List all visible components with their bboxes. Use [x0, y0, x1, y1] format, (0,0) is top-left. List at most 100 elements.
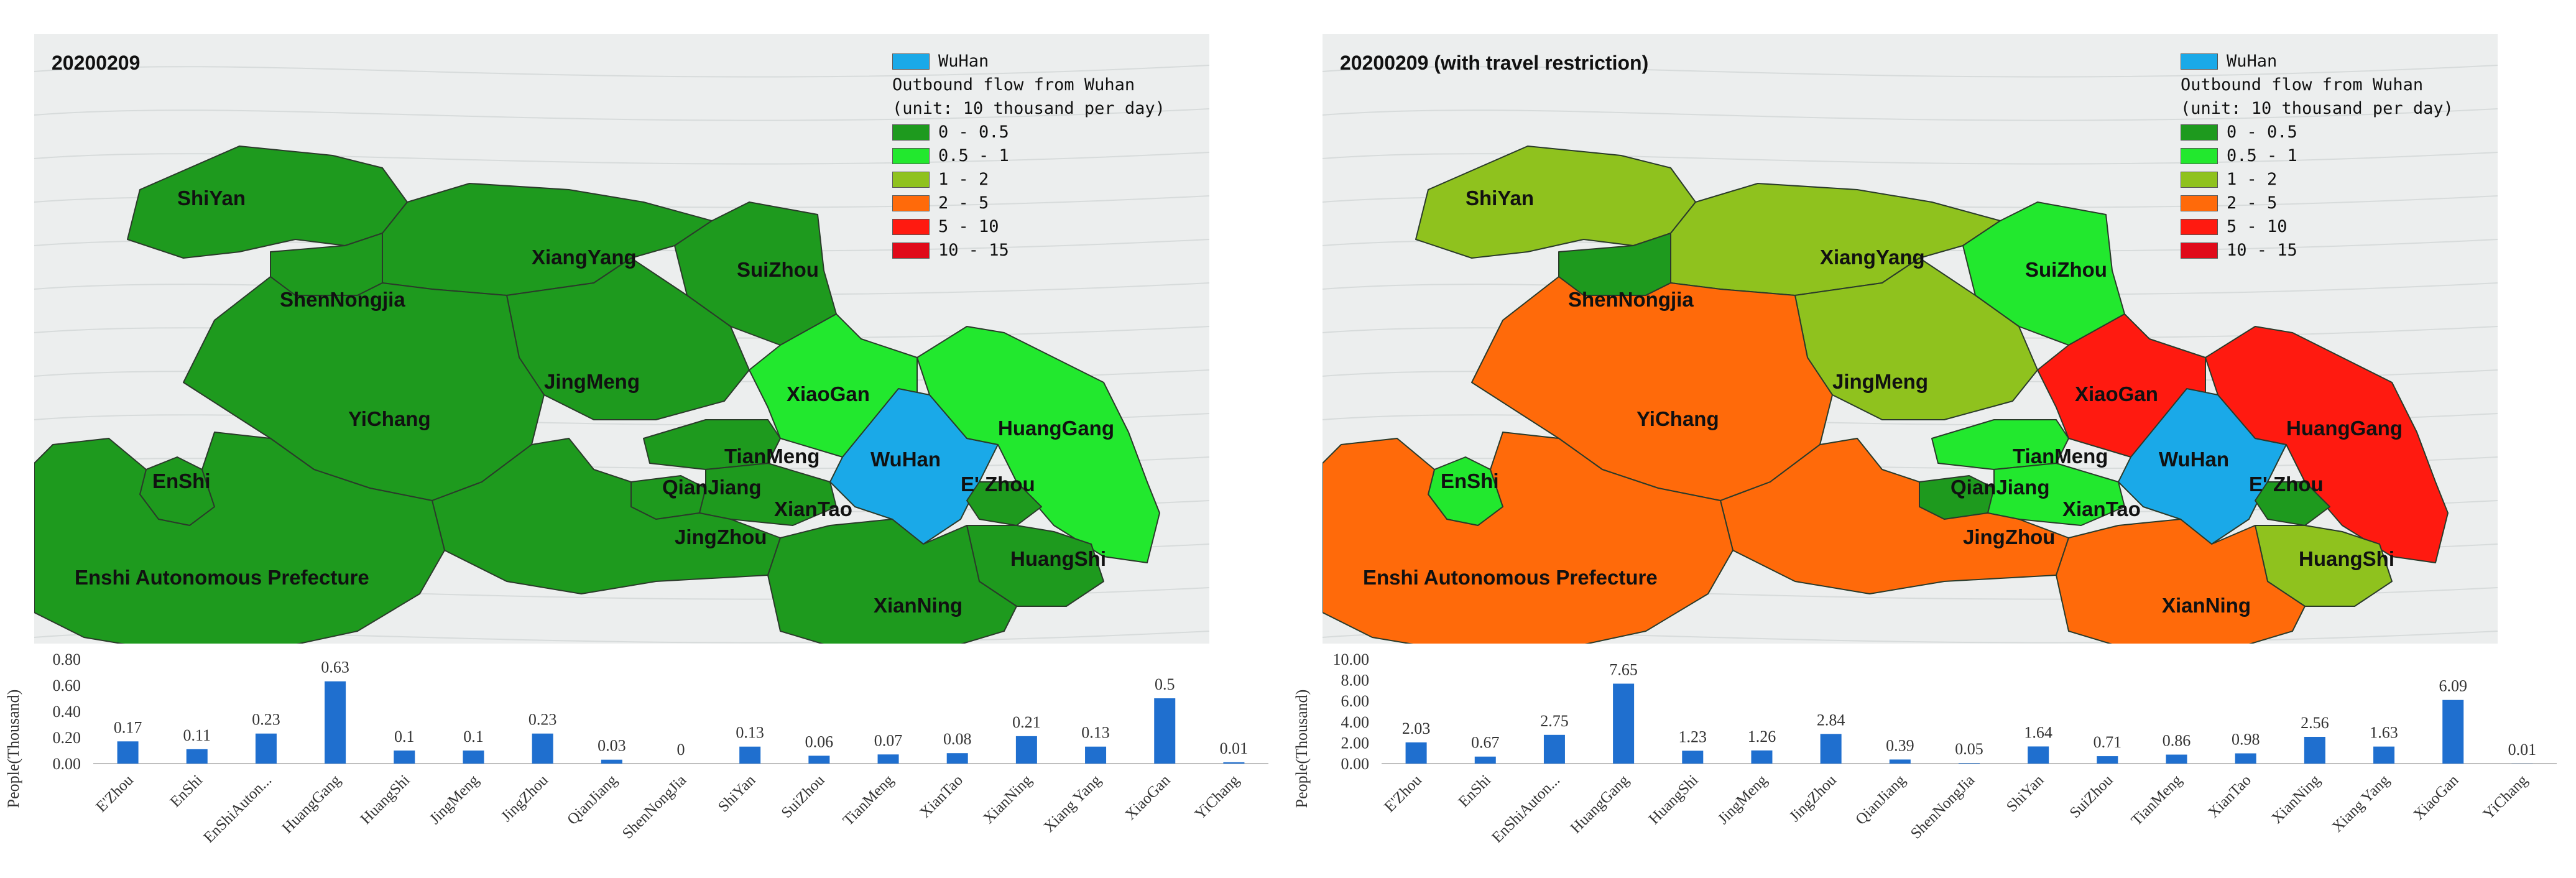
map-date-label: 20200209 [52, 52, 141, 74]
x-tick-label: EnShiAuton... [1489, 772, 1563, 846]
y-tick-label: 0.40 [53, 703, 81, 721]
bar [1751, 750, 1773, 764]
legend-class-row: 1 - 2 [2181, 168, 2454, 192]
bar-value-label: 0.06 [805, 732, 834, 751]
city-label-suizhou: SuiZhou [2025, 258, 2107, 281]
legend-swatch [892, 172, 930, 188]
legend-wuhan-label: WuHan [938, 52, 989, 71]
region-jingzhou [432, 438, 781, 594]
city-label-xiantao: XianTao [2062, 497, 2141, 520]
bar-chart-restriction: People(Thousand) 0.00 2.00 4.00 6.00 8.00 10.0… [1288, 647, 2576, 878]
y-tick-label: 2.00 [1341, 734, 1370, 752]
panel-restriction: 20200209 (with travel restriction) WuHan… [1288, 0, 2576, 878]
x-tick-label: E'Zhou [1381, 772, 1425, 816]
city-label-tianmeng: TianMeng [2013, 445, 2108, 468]
city-label-jingzhou: JingZhou [1963, 525, 2056, 548]
bar [1959, 763, 1980, 764]
x-tick-label: XiaoGan [1122, 772, 1174, 823]
x-tick-label: JingZhou [498, 772, 552, 825]
bar [1154, 698, 1176, 764]
legend-class-row: 10 - 15 [892, 239, 1165, 262]
terrain-line [34, 152, 1209, 165]
bar-chart-baseline: People(Thousand) 0.00 0.20 0.40 0.60 0.80 0.17… [0, 647, 1288, 878]
bar [601, 759, 622, 764]
y-tick-label: 0.60 [53, 677, 81, 695]
legend-class-row: 0 - 0.5 [892, 121, 1165, 144]
city-label-qianjiang: QianJiang [662, 476, 762, 499]
city-label-jingmeng: JingMeng [544, 370, 640, 393]
bar-value-label: 0.1 [463, 728, 484, 746]
city-label-jingzhou: JingZhou [675, 525, 767, 548]
bar-value-label: 0.23 [529, 711, 557, 729]
y-axis-label: People(Thousand) [1293, 690, 1311, 808]
legend-swatch [892, 219, 930, 235]
map-restriction: 20200209 (with travel restriction) WuHan… [1323, 34, 2498, 644]
legend-class-label: 0 - 0.5 [2227, 122, 2297, 142]
legend-swatch [2181, 219, 2218, 235]
legend-wuhan-swatch [892, 53, 930, 70]
city-label-shennongjia: ShenNongjia [280, 288, 405, 311]
bar-value-label: 1.64 [2024, 723, 2052, 741]
map-date-label: 20200209 (with travel restriction) [1340, 52, 1649, 74]
region-enshipref [1323, 432, 1733, 644]
bar-value-label: 0.08 [943, 730, 972, 748]
legend-wuhan-label: WuHan [2227, 52, 2278, 71]
x-tick-label: HuangGang [279, 772, 344, 837]
region-enshipref [34, 432, 445, 644]
region-tianmeng [1931, 419, 2069, 470]
legend-class-label: 2 - 5 [938, 193, 989, 213]
city-label-enshi: EnShi [1441, 469, 1499, 492]
bar-value-label: 0.23 [252, 711, 280, 729]
x-tick-label: HuangShi [1646, 772, 1702, 828]
bar [1682, 751, 1704, 764]
y-tick-label: 4.00 [1341, 713, 1370, 731]
panel-baseline: 20200209 WuHan Outbound flow from Wuhan … [0, 34, 1288, 878]
legend-title-row-2: (unit: 10 thousand per day) [2181, 97, 2454, 121]
map-legend: WuHan Outbound flow from Wuhan (unit: 10… [892, 50, 1165, 262]
bar-value-label: 0.86 [2163, 732, 2191, 750]
bar [2028, 746, 2049, 764]
bar [186, 749, 208, 764]
city-label-ezhou: E' Zhou [2249, 473, 2324, 496]
bar-value-label: 7.65 [1609, 660, 1638, 678]
bar-chart-svg: People(Thousand) 0.00 2.00 4.00 6.00 8.00 10.0… [1293, 650, 2557, 846]
city-label-xianning: XianNing [2162, 594, 2251, 617]
x-tick-label: XianTao [2205, 772, 2255, 821]
region-huanggang [916, 326, 1160, 563]
bar-value-label: 1.23 [1679, 728, 1707, 746]
city-label-xiangyang: XiangYang [532, 246, 637, 269]
x-tick-label: TianMeng [2128, 772, 2186, 829]
legend-class-row: 10 - 15 [2181, 239, 2454, 262]
legend-swatch [892, 148, 930, 164]
y-tick-label: 8.00 [1341, 672, 1370, 690]
bar-value-label: 0.39 [1886, 736, 1914, 754]
bar-value-label: 0.98 [2232, 731, 2260, 749]
x-tick-label: QianJiang [564, 772, 621, 828]
bar [1474, 756, 1496, 764]
x-tick-label: XianTao [916, 772, 966, 821]
legend-swatch [2181, 124, 2218, 141]
city-label-suizhou: SuiZhou [737, 258, 819, 281]
bar-value-label: 1.63 [2370, 724, 2398, 742]
x-tick-label: HuangShi [358, 772, 413, 828]
city-label-xiaogan: XiaoGan [2075, 382, 2158, 405]
bar-chart-svg: People(Thousand) 0.00 0.20 0.40 0.60 0.80 0.17… [4, 650, 1268, 846]
x-tick-label: YiChang [1192, 772, 1243, 823]
bar [2166, 754, 2187, 764]
city-label-shennongjia: ShenNongjia [1568, 288, 1694, 311]
bar-value-label: 1.26 [1748, 728, 1776, 746]
bar [532, 733, 553, 764]
y-tick-label: 0.20 [53, 729, 81, 747]
legend-wuhan-swatch [2181, 53, 2218, 70]
legend-title-line1: Outbound flow from Wuhan [892, 75, 1135, 95]
bar [1223, 762, 1245, 764]
city-label-qianjiang: QianJiang [1950, 476, 2050, 499]
bar [1085, 746, 1107, 764]
bar-value-label: 2.75 [1540, 712, 1569, 730]
city-label-wuhan: WuHan [870, 448, 941, 471]
bar [1405, 742, 1427, 764]
city-label-wuhan: WuHan [2159, 448, 2230, 471]
legend-class-row: 2 - 5 [892, 192, 1165, 215]
legend-class-row: 5 - 10 [2181, 215, 2454, 239]
legend-class-label: 5 - 10 [2227, 217, 2287, 236]
